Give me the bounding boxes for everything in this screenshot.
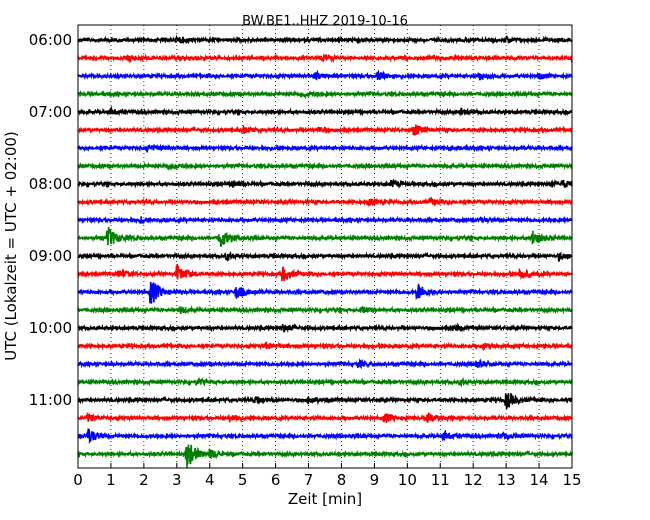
x-tick-label: 14 [530, 471, 549, 489]
trace-line [77, 358, 573, 370]
trace-line [77, 444, 573, 469]
x-tick-label: 5 [238, 471, 248, 489]
x-tick-label: 12 [464, 471, 483, 489]
trace-line [77, 124, 573, 136]
y-tick-label: 08:00 [29, 175, 72, 193]
trace-line [77, 411, 573, 424]
trace-line [77, 143, 573, 153]
x-tick-label: 4 [205, 471, 215, 489]
x-tick-label: 13 [497, 471, 516, 489]
trace-line [77, 281, 573, 304]
trace-line [77, 178, 573, 190]
trace-line [77, 161, 573, 172]
plot-frame [77, 24, 573, 469]
x-tick-label: 10 [398, 471, 417, 489]
y-axis-ticks: 06:00 07:00 08:00 09:00 10:00 11:00 [29, 31, 572, 409]
x-tick-label: 9 [370, 471, 380, 489]
x-tick-label: 11 [431, 471, 450, 489]
x-tick-label: 1 [106, 471, 116, 489]
trace-line [77, 105, 573, 117]
x-tick-label: 3 [172, 471, 182, 489]
trace-line [77, 34, 573, 45]
x-tick-label: 8 [337, 471, 347, 489]
x-axis-ticks: 0 1 2 3 4 5 6 7 8 9 10 11 12 13 14 15 [73, 463, 582, 489]
y-axis-label: UTC (Lokalzeit = UTC + 02:00) [2, 131, 20, 361]
trace-line [77, 376, 573, 388]
trace-line [77, 215, 573, 225]
x-tick-label: 6 [271, 471, 281, 489]
trace-line [77, 89, 573, 100]
x-axis-label: Zeit [min] [288, 490, 362, 508]
trace-group [77, 34, 573, 469]
y-tick-label: 11:00 [29, 391, 72, 409]
chart-title: BW.BE1..HHZ 2019-10-16 [242, 14, 408, 29]
y-tick-label: 06:00 [29, 31, 72, 49]
trace-line [77, 322, 573, 333]
x-tick-label: 0 [73, 471, 83, 489]
trace-line [77, 305, 573, 315]
trace-line [77, 428, 573, 445]
trace-line [77, 341, 573, 352]
x-tick-label: 15 [562, 471, 581, 489]
trace-line [77, 53, 573, 64]
trace-line [77, 226, 573, 247]
y-tick-label: 10:00 [29, 319, 72, 337]
trace-line [77, 251, 573, 263]
trace-line [77, 392, 573, 410]
trace-line [77, 69, 573, 81]
x-tick-label: 7 [304, 471, 314, 489]
x-tick-label: 2 [139, 471, 149, 489]
trace-line [77, 263, 573, 282]
y-tick-label: 07:00 [29, 103, 72, 121]
y-tick-label: 09:00 [29, 247, 72, 265]
trace-line [77, 196, 573, 208]
